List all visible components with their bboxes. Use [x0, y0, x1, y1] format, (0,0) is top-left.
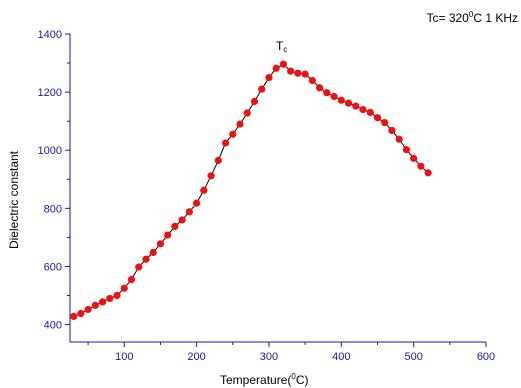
data-point [417, 162, 425, 170]
x-tick-label: 600 [477, 351, 495, 363]
data-point [359, 105, 367, 114]
y-tick-label: 1200 [38, 87, 62, 99]
data-point [294, 69, 302, 77]
data-point [330, 92, 338, 101]
data-point [84, 305, 92, 314]
x-tick-label: 200 [187, 351, 205, 363]
data-point [207, 172, 215, 180]
axes [69, 34, 486, 343]
data-point [265, 73, 273, 82]
x-axis-label-unit: C) [295, 373, 309, 387]
data-point [258, 85, 266, 93]
data-point [106, 294, 114, 303]
data-point [243, 109, 251, 117]
y-tick-label: 1000 [38, 145, 62, 157]
x-tick-label: 400 [332, 351, 350, 363]
data-point [410, 154, 418, 162]
data-point [127, 275, 136, 284]
data-point [142, 255, 150, 263]
data-points [70, 60, 432, 321]
data-point [149, 248, 157, 257]
y-axis-ticks: 400 600 800 1000 1200 1400 [38, 29, 70, 332]
data-point [388, 126, 396, 135]
annotation-note-degree: 0 [468, 10, 474, 19]
data-point [193, 199, 201, 207]
data-point [221, 139, 230, 147]
data-point [164, 231, 172, 239]
data-point [272, 64, 280, 72]
data-point [316, 84, 324, 92]
data-point [113, 291, 121, 300]
data-point [308, 76, 316, 85]
data-point [287, 67, 295, 75]
data-point [214, 156, 222, 164]
data-point [424, 169, 432, 177]
data-point [77, 309, 85, 318]
x-tick-label: 100 [115, 351, 133, 363]
x-axis-label: Temperature(0C) [220, 372, 309, 387]
x-axis-label-text: Temperature( [220, 373, 292, 387]
data-point [229, 130, 237, 138]
data-point [395, 135, 403, 143]
y-axis-label: Dielectric constant [7, 150, 21, 250]
data-point [185, 208, 193, 216]
x-axis-label-degree: 0 [291, 372, 296, 381]
data-point [279, 60, 288, 68]
data-point [366, 108, 374, 117]
x-axis-ticks: 100 200 300 400 500 600 [87, 342, 495, 363]
data-point [344, 99, 353, 107]
data-point [236, 120, 244, 128]
y-tick-label: 800 [44, 203, 62, 215]
data-point [120, 284, 128, 292]
data-point [352, 102, 360, 110]
data-point [135, 263, 143, 271]
data-point [301, 70, 309, 78]
annotation-note-unit: C 1 KHz [473, 11, 518, 25]
data-point [323, 89, 331, 97]
annotation-curie-note: Tc= 3200C 1 KHz [426, 10, 518, 25]
data-point [70, 312, 78, 321]
data-point [98, 298, 107, 306]
x-tick-label: 300 [260, 351, 278, 363]
data-point [250, 97, 259, 106]
data-point [381, 119, 389, 127]
series-line [73, 63, 429, 317]
data-point [402, 146, 411, 154]
y-tick-label: 400 [44, 320, 62, 332]
data-point [373, 114, 382, 122]
annotation-tc-subscript: c [283, 45, 288, 54]
y-tick-label: 1400 [38, 29, 62, 41]
data-point [178, 216, 186, 224]
y-tick-label: 600 [44, 261, 62, 273]
annotation-note-text: Tc= 320 [426, 11, 469, 25]
data-point [171, 222, 179, 230]
data-point [91, 301, 99, 309]
data-point [337, 96, 345, 104]
annotation-tc-letter: T [276, 39, 284, 53]
data-point [156, 240, 165, 248]
annotation-tc: Tc [276, 39, 287, 54]
x-tick-label: 500 [404, 351, 422, 363]
data-point [200, 186, 208, 194]
